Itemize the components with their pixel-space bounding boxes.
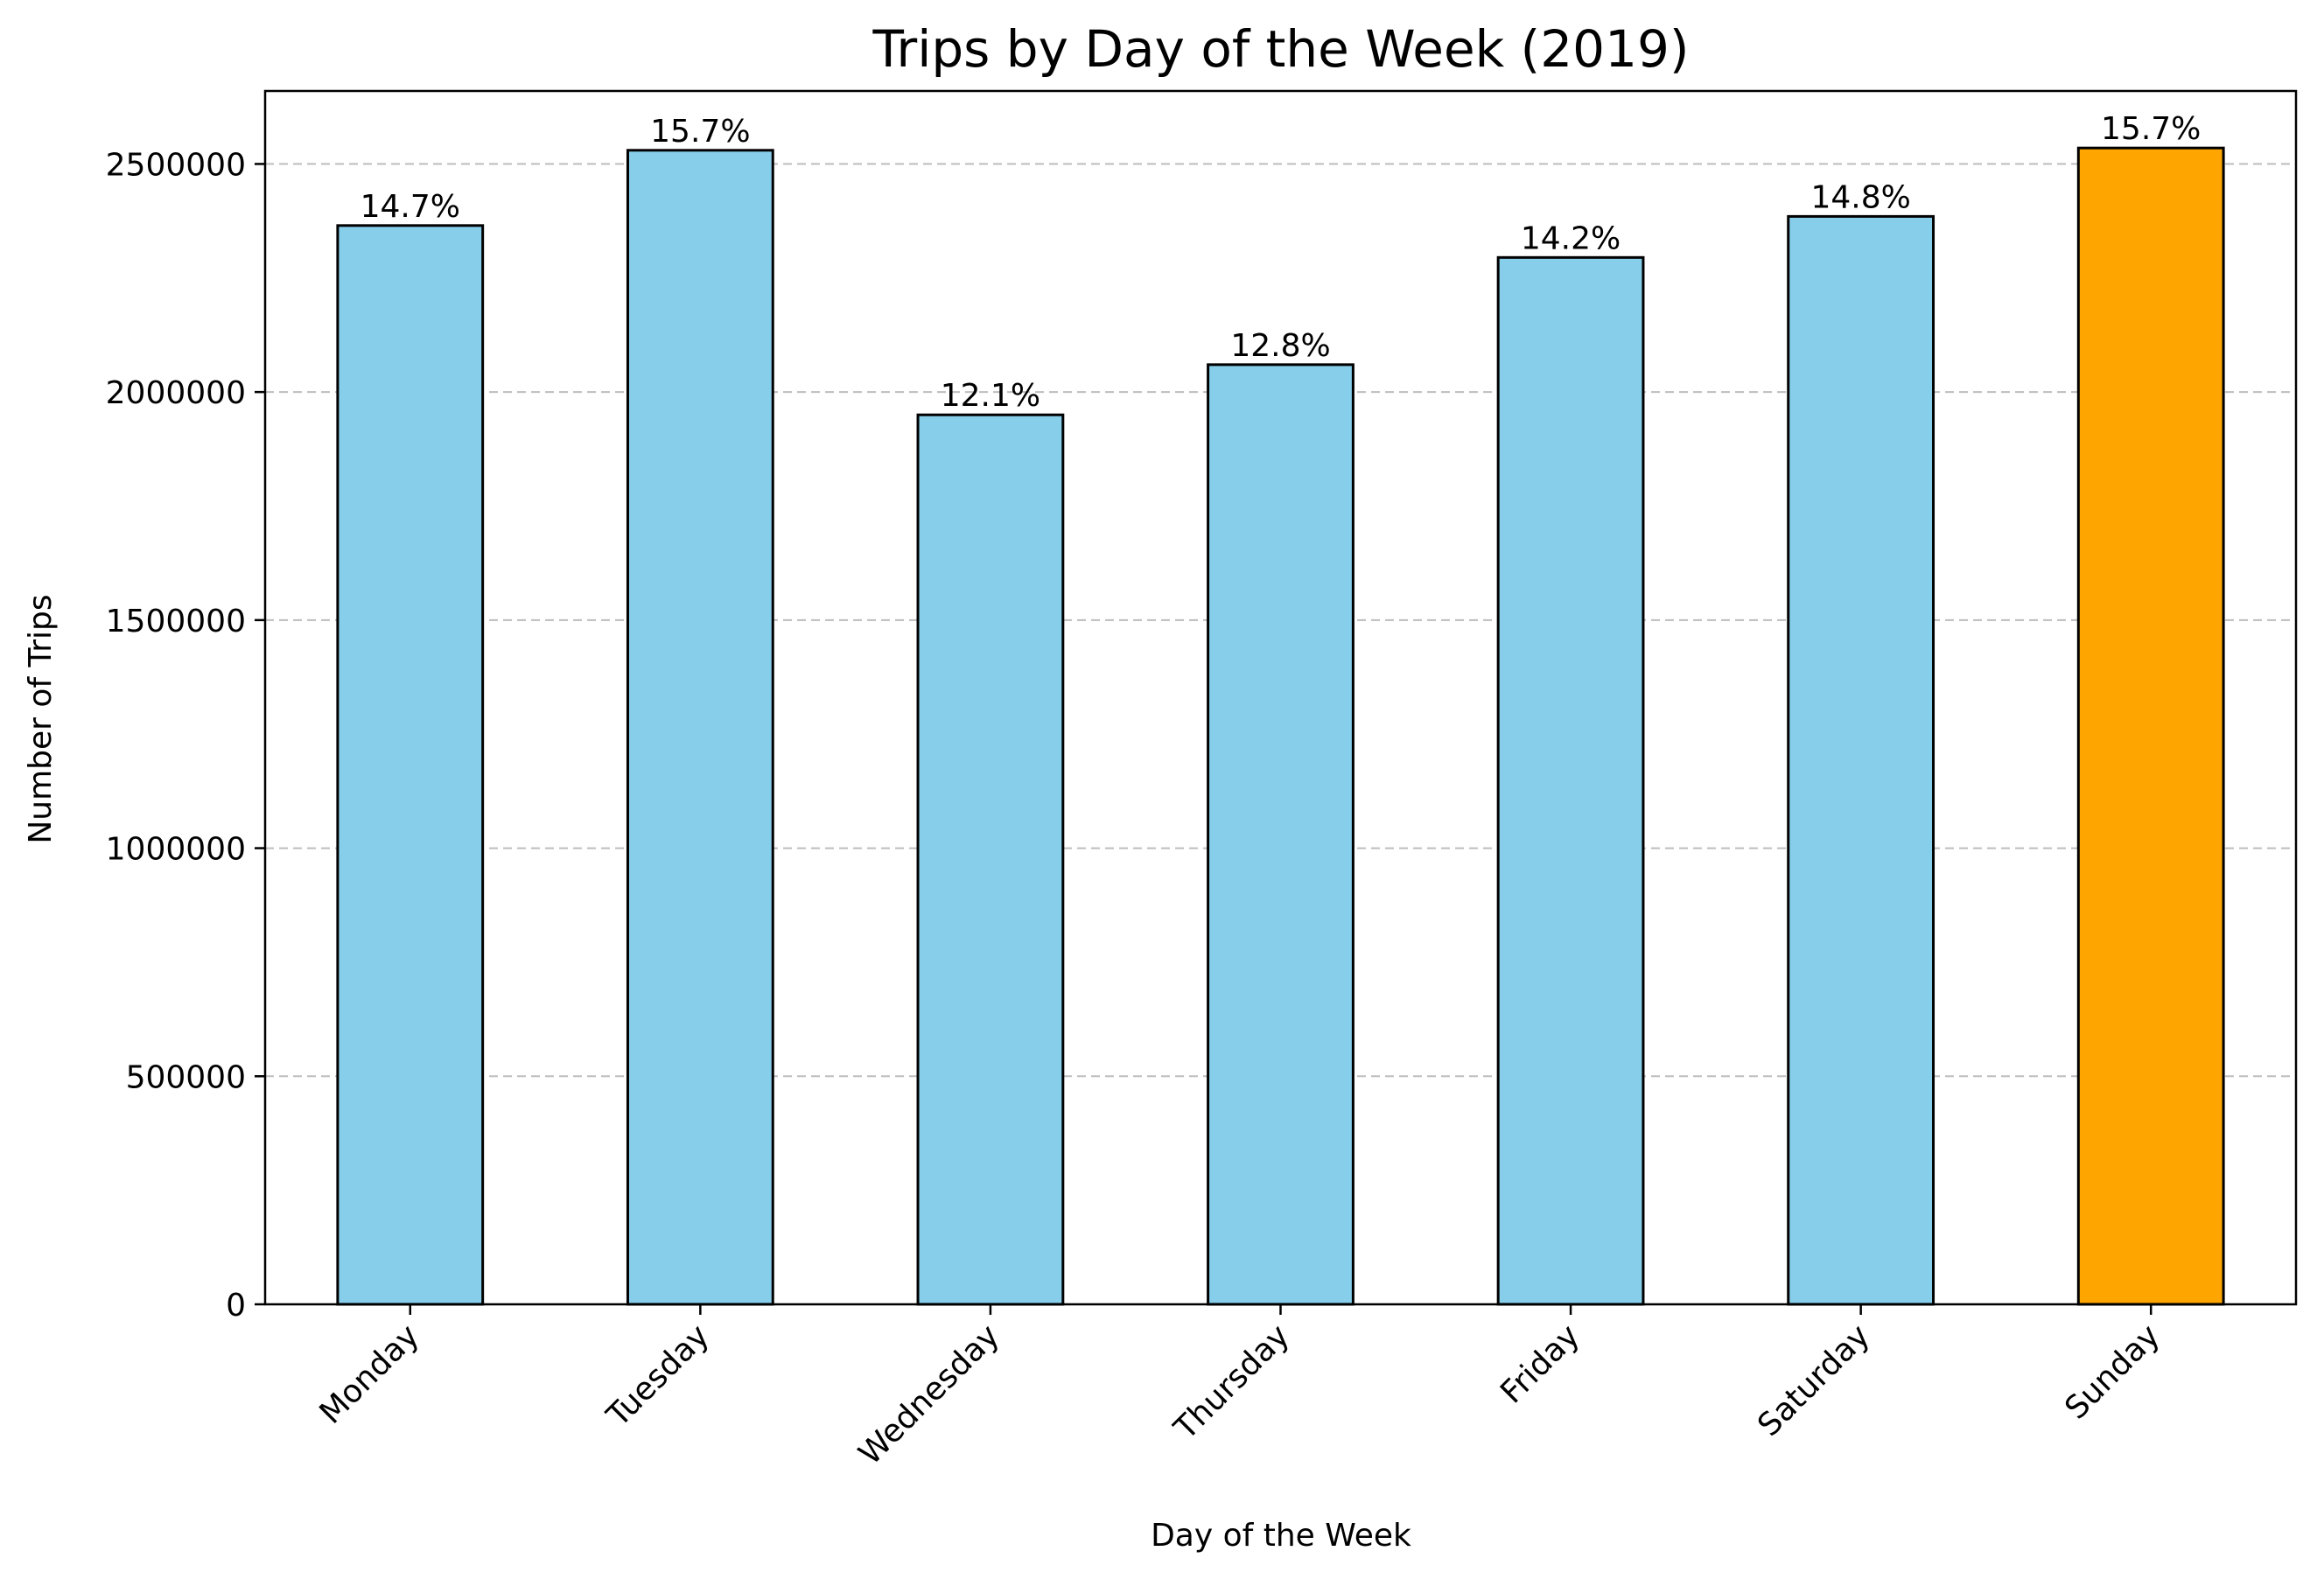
x-tick-label-tuesday: Tuesday — [599, 1317, 716, 1434]
y-tick-label: 500000 — [126, 1059, 246, 1095]
bar-tuesday — [626, 149, 774, 1306]
x-axis-label: Day of the Week — [1151, 1518, 1411, 1554]
x-tick-label-wednesday: Wednesday — [852, 1317, 1006, 1471]
bars — [336, 146, 2225, 1306]
x-axis-ticks: Monday Tuesday Wednesday Thursday Friday Satu… — [313, 1304, 2167, 1472]
bar-wednesday — [916, 413, 1065, 1306]
data-label-sunday: 15.7% — [2101, 111, 2201, 147]
bar-friday — [1496, 255, 1645, 1306]
bar-sunday — [2076, 146, 2225, 1306]
bar-saturday — [1787, 214, 1936, 1306]
bar-thursday — [1207, 363, 1354, 1306]
y-tick-label: 1500000 — [106, 604, 246, 639]
data-label-friday: 14.2% — [1521, 220, 1620, 256]
y-axis-label: Number of Trips — [23, 594, 59, 843]
chart-title: Trips by Day of the Week (2019) — [872, 19, 1689, 79]
y-axis-ticks: 0 500000 1000000 1500000 2000000 2500000 — [106, 147, 265, 1324]
data-labels: 14.7% 15.7% 12.1% 12.8% 14.2% 14.8% 15.7% — [360, 111, 2202, 414]
x-tick-label-sunday: Sunday — [2058, 1317, 2166, 1426]
bar-monday — [336, 224, 485, 1306]
data-label-tuesday: 15.7% — [650, 114, 750, 150]
y-tick-label: 2500000 — [106, 147, 246, 183]
data-label-wednesday: 12.1% — [941, 378, 1040, 414]
x-tick-label-thursday: Thursday — [1167, 1317, 1297, 1447]
data-label-saturday: 14.8% — [1810, 179, 1910, 215]
data-label-monday: 14.7% — [360, 189, 460, 225]
x-tick-label-saturday: Saturday — [1751, 1317, 1877, 1443]
x-tick-label-monday: Monday — [313, 1317, 426, 1430]
y-tick-label: 0 — [226, 1288, 246, 1324]
y-tick-label: 2000000 — [106, 375, 246, 411]
y-tick-label: 1000000 — [106, 832, 246, 868]
data-label-thursday: 12.8% — [1230, 328, 1330, 364]
x-tick-label-friday: Friday — [1494, 1317, 1586, 1410]
